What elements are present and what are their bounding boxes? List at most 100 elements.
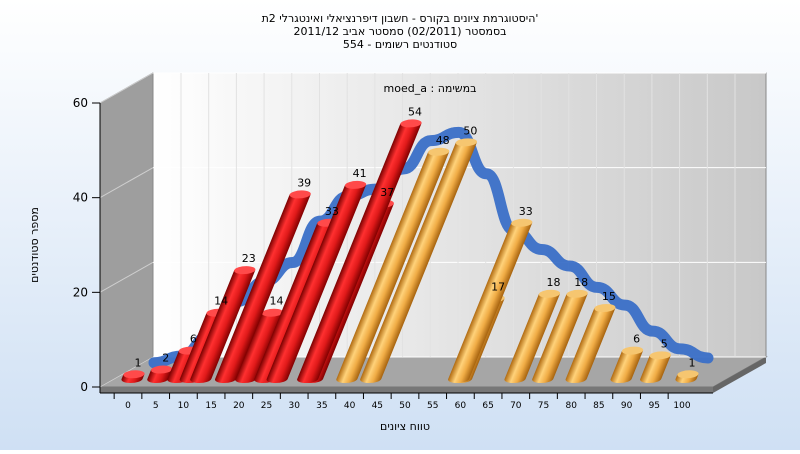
y-tick-label: 20 [73, 285, 88, 299]
bar-cap [151, 365, 173, 374]
bar-value-label: 18 [547, 276, 561, 289]
bar [532, 289, 588, 383]
bar-value-label: 39 [297, 176, 311, 189]
bar-body [235, 312, 283, 383]
x-tick-label: 85 [593, 401, 604, 411]
x-axis-label: טווח ציונים [380, 420, 430, 433]
bar-cap [649, 351, 671, 360]
bar-cap [511, 218, 533, 227]
x-tick-label: 40 [344, 401, 356, 411]
x-tick-label: 70 [510, 401, 522, 411]
bar-cap [428, 147, 450, 156]
bar-cap [621, 346, 644, 355]
bar-value-label: 33 [325, 205, 339, 218]
bar-body [336, 151, 450, 383]
bar-value-label: 41 [353, 167, 367, 180]
x-tick-label: 45 [372, 401, 383, 411]
bar-cap [455, 138, 478, 147]
floor-side [713, 357, 766, 393]
title-line-2: בסמסטר (02/2011) סמסטר אביב 2011/12 [293, 25, 506, 38]
trend-curve-path [148, 126, 714, 369]
bar [448, 218, 533, 383]
bar-value-label: 33 [519, 205, 533, 218]
y-tick-label: 60 [73, 96, 88, 110]
bar-value-label: 50 [463, 124, 477, 137]
x-tick-label: 35 [316, 401, 327, 411]
bar-cap [344, 180, 367, 189]
x-tick-label: 80 [565, 401, 577, 411]
bar [190, 266, 256, 383]
legend-label: moed_a : במשימה [384, 82, 477, 95]
x-tick-label: 20 [233, 401, 245, 411]
bar-body [266, 184, 367, 383]
grid-line-wall [99, 72, 154, 104]
x-tick-label: 90 [621, 401, 633, 411]
bar-cap [677, 370, 699, 379]
bar [640, 351, 671, 383]
bar-cap [400, 119, 422, 128]
bar-value-label: 37 [380, 186, 394, 199]
bar-cap [594, 304, 616, 312]
trend-curve [148, 126, 714, 369]
value-labels: 1 2 6 14 23 14 39 33 41 37 54 48 50 17 33 18 18 15 6 5 1 [135, 105, 696, 369]
bar-value-label: 1 [135, 356, 142, 369]
bar-value-label: 6 [633, 333, 640, 346]
bar [266, 180, 367, 383]
floor-edge [100, 387, 713, 393]
bar-body [215, 194, 311, 383]
bar-value-label: 5 [661, 337, 668, 350]
bar [147, 365, 173, 383]
bar-cap [289, 190, 311, 199]
bar-body [565, 308, 616, 383]
bar [360, 138, 478, 383]
x-tick-label: 50 [399, 401, 411, 411]
bar-value-label: 6 [190, 333, 197, 346]
bar-body [504, 293, 560, 383]
bar [504, 289, 561, 383]
bar-body [610, 350, 644, 383]
bar [297, 119, 422, 383]
bar [610, 346, 644, 383]
bar-value-label: 17 [491, 281, 505, 294]
bar-value-label: 18 [574, 276, 588, 289]
bar-value-label: 23 [242, 252, 256, 265]
bar [235, 308, 284, 383]
bar-value-label: 2 [162, 352, 169, 365]
grid-line-wall [99, 261, 154, 293]
x-tick-label: 65 [482, 401, 493, 411]
bar [121, 370, 145, 383]
x-tick-label: 5 [153, 401, 159, 411]
bar-body [297, 123, 422, 383]
x-tick-label: 60 [455, 401, 467, 411]
x-tick-label: 55 [427, 401, 438, 411]
x-tick-label: 100 [673, 401, 690, 411]
title-line-3: 554 - סטודנטים רשומים [343, 38, 457, 51]
bar-value-label: 48 [436, 134, 450, 147]
bar [215, 190, 311, 383]
bar-body [448, 222, 533, 383]
x-tick-label: 25 [261, 401, 272, 411]
y-axis-label: מספר סטודנטים [28, 207, 41, 283]
bar-value-label: 54 [408, 105, 422, 118]
bars [121, 119, 699, 383]
bar-cap [538, 289, 561, 298]
x-tick-label: 95 [649, 401, 660, 411]
bar-body [360, 142, 477, 383]
bar-value-label: 14 [214, 295, 228, 308]
x-tick-label: 75 [538, 401, 549, 411]
bar [675, 370, 699, 383]
bar [565, 304, 616, 383]
bar-cap [261, 308, 284, 317]
x-tick-label: 30 [288, 401, 300, 411]
bar-body [190, 270, 256, 383]
bar-cap [123, 370, 145, 379]
x-tick-label: 10 [178, 401, 190, 411]
bar-body [532, 293, 588, 383]
title-line-1: היסטוגרמת ציונים בקורס - חשבון דיפרנציאל… [262, 12, 539, 25]
x-tick-label: 0 [125, 401, 131, 411]
bar-cap [566, 289, 588, 298]
y-tick-label: 40 [73, 191, 88, 205]
